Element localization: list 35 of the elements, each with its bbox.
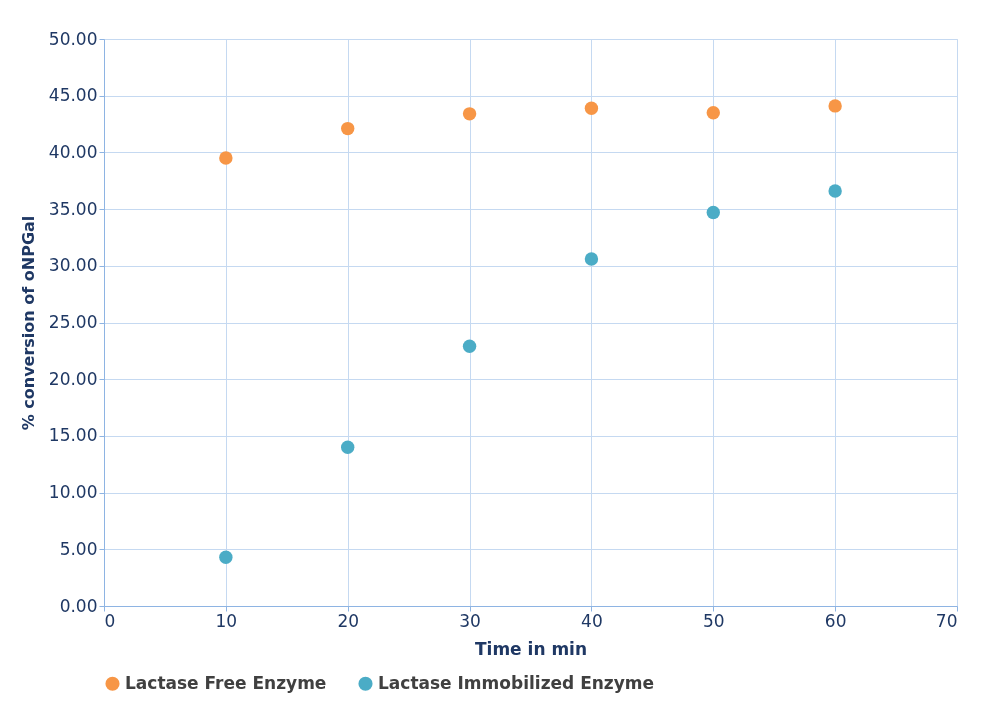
x-tick-label: 40 (581, 610, 603, 631)
point (219, 151, 233, 165)
legend-label: Lactase Free Enzyme (125, 672, 327, 693)
x-tick-label: 0 (104, 610, 116, 631)
x-tick-label: 30 (459, 610, 481, 631)
x-axis-title: Time in min (474, 638, 588, 659)
point (828, 184, 842, 198)
point (341, 440, 355, 454)
y-tick-label: 0.00 (59, 595, 98, 616)
x-tick-label: 70 (935, 610, 958, 631)
y-tick-label: 45.00 (48, 85, 98, 106)
point (219, 550, 233, 564)
point (828, 99, 842, 113)
point (462, 107, 477, 121)
y-tick-label: 35.00 (48, 198, 98, 219)
y-axis-title: % conversion of oNPGal (18, 215, 38, 431)
x-tick-label: 50 (702, 610, 725, 631)
y-tick-label: 5.00 (59, 538, 98, 559)
x-tick-label: 60 (824, 610, 847, 631)
y-tick-label: 40.00 (48, 141, 98, 162)
point (462, 339, 477, 354)
point (706, 205, 720, 220)
x-tick-label: 10 (215, 610, 238, 631)
point (584, 101, 599, 115)
y-tick-label: 10.00 (48, 482, 98, 503)
x-tick-label: 20 (337, 610, 360, 631)
point (341, 121, 355, 136)
legend-label: Lactase Immobilized Enzyme (378, 672, 655, 693)
point (706, 106, 720, 120)
y-tick-label: 15.00 (48, 425, 98, 446)
y-tick-label: 30.00 (48, 255, 98, 276)
y-tick-label: 20.00 (48, 368, 98, 389)
point (584, 252, 599, 266)
y-tick-label: 50.00 (48, 28, 98, 49)
y-tick-label: 25.00 (48, 312, 98, 332)
